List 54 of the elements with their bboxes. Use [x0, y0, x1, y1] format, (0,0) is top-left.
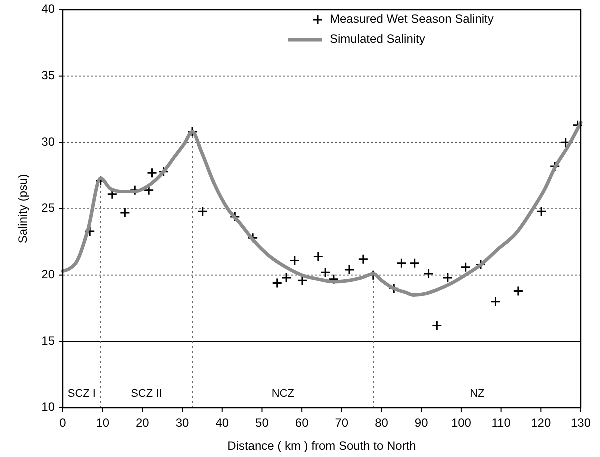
x-tick-label: 120: [531, 416, 552, 430]
y-tick-label: 20: [42, 268, 56, 282]
point: [320, 267, 331, 278]
point: [424, 268, 434, 280]
point: [281, 272, 292, 284]
point: [432, 320, 442, 331]
annotation: NZ: [470, 388, 486, 400]
line-series: [61, 121, 583, 297]
point: [198, 206, 208, 217]
annotation: SCZ II: [131, 388, 162, 400]
x-tick-label: 20: [136, 416, 150, 430]
x-tick-label: 40: [216, 416, 230, 430]
point: [358, 254, 369, 265]
annotation: SCZ I: [68, 388, 96, 400]
y-tick-label: 15: [42, 334, 56, 348]
x-axis-title: Distance ( km ) from South to North: [228, 439, 416, 453]
point: [248, 232, 258, 244]
point: [410, 258, 420, 269]
x-tick-label: 80: [375, 416, 389, 430]
point: [272, 278, 283, 289]
legend-label: Measured Wet Season Salinity: [330, 12, 494, 26]
point: [460, 262, 472, 273]
point: [290, 255, 300, 266]
point: [396, 258, 407, 269]
y-axis-title: Salinity (psu): [16, 174, 30, 244]
point: [84, 226, 96, 237]
x-tick-label: 50: [256, 416, 270, 430]
point: [328, 274, 340, 285]
x-tick-label: 60: [295, 416, 310, 430]
point: [147, 168, 158, 178]
point: [230, 212, 240, 222]
x-tick-label: 0: [60, 416, 67, 430]
annotation: NCZ: [272, 388, 295, 400]
y-tick-label: 40: [42, 2, 56, 16]
point: [513, 286, 524, 297]
point: [344, 264, 355, 276]
y-tick-label: 30: [42, 134, 56, 149]
x-tick-label: 90: [414, 416, 429, 430]
x-tick-label: 100: [451, 416, 472, 430]
point: [313, 252, 324, 262]
y-tick-label: 35: [42, 68, 56, 83]
point: [490, 296, 501, 308]
point: [120, 208, 130, 218]
x-tick-label: 30: [176, 416, 190, 430]
point: [442, 272, 454, 284]
legend-label: Simulated Salinity: [330, 32, 426, 46]
x-tick-label: 130: [570, 416, 592, 430]
x-tick-label: 110: [492, 416, 512, 430]
x-tick-label: 10: [96, 416, 110, 430]
point: [536, 206, 547, 217]
x-tick-label: 70: [335, 416, 349, 430]
y-tick-label: 25: [42, 201, 56, 216]
point: [476, 259, 486, 270]
y-tick-label: 10: [42, 400, 56, 414]
